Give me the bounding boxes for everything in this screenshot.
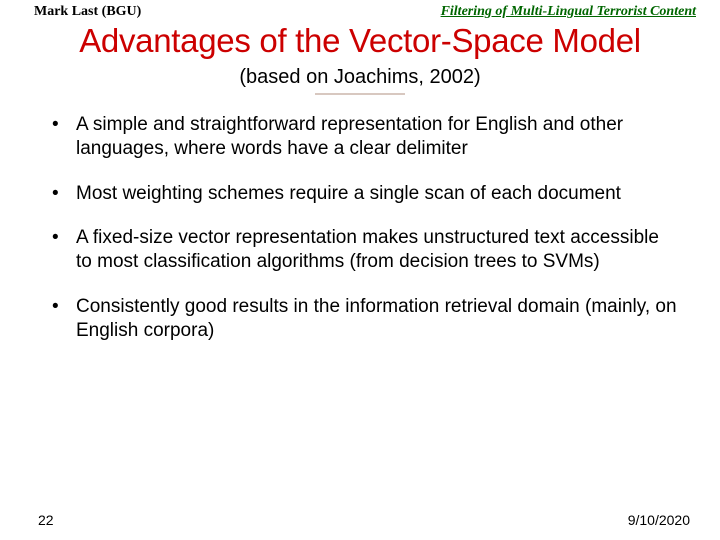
bullet-item: A simple and straightforward representat… [52, 113, 680, 162]
slide-title: Advantages of the Vector-Space Model [0, 22, 720, 60]
bullet-list: A simple and straightforward representat… [0, 113, 720, 343]
bullet-item: Most weighting schemes require a single … [52, 182, 680, 206]
footer-date: 9/10/2020 [628, 512, 690, 528]
slide-subtitle: (based on Joachims, 2002) [0, 66, 720, 89]
slide-header: Mark Last (BGU) Filtering of Multi-Lingu… [0, 0, 720, 20]
bullet-item: Consistently good results in the informa… [52, 295, 680, 344]
decorative-underline [315, 93, 405, 95]
page-number: 22 [38, 512, 54, 528]
bullet-item: A fixed-size vector representation makes… [52, 226, 680, 275]
author-affiliation: Mark Last (BGU) [34, 4, 141, 20]
slide-footer: 22 9/10/2020 [0, 512, 720, 528]
presentation-topic: Filtering of Multi-Lingual Terrorist Con… [441, 4, 696, 20]
